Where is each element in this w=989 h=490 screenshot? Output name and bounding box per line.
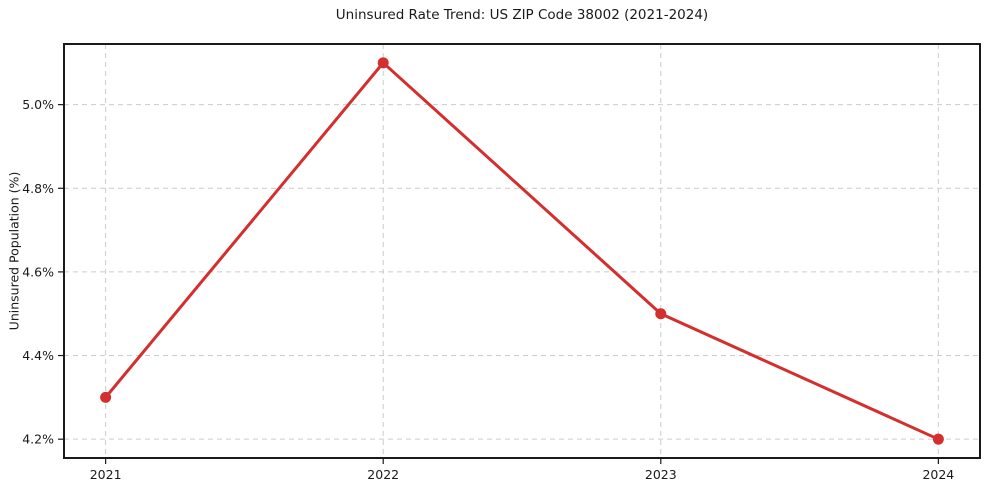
data-point [100, 391, 112, 403]
chart-title: Uninsured Rate Trend: US ZIP Code 38002 … [335, 7, 709, 23]
x-tick-label: 2024 [922, 467, 954, 482]
y-tick-label: 4.8% [22, 181, 54, 196]
plot-border [63, 43, 981, 459]
y-axis-label: Uninsured Population (%) [6, 171, 22, 331]
x-tick-label: 2023 [645, 467, 677, 482]
y-tick-label: 4.2% [22, 432, 54, 447]
y-tick-label: 4.6% [22, 264, 54, 279]
y-tick-label: 4.4% [22, 348, 54, 363]
data-point [377, 57, 389, 69]
data-point [932, 433, 944, 445]
data-point [655, 308, 667, 320]
x-tick-label: 2022 [367, 467, 399, 482]
x-tick-label: 2021 [90, 467, 122, 482]
trend-line [104, 61, 940, 441]
y-tick-label: 5.0% [22, 97, 54, 112]
